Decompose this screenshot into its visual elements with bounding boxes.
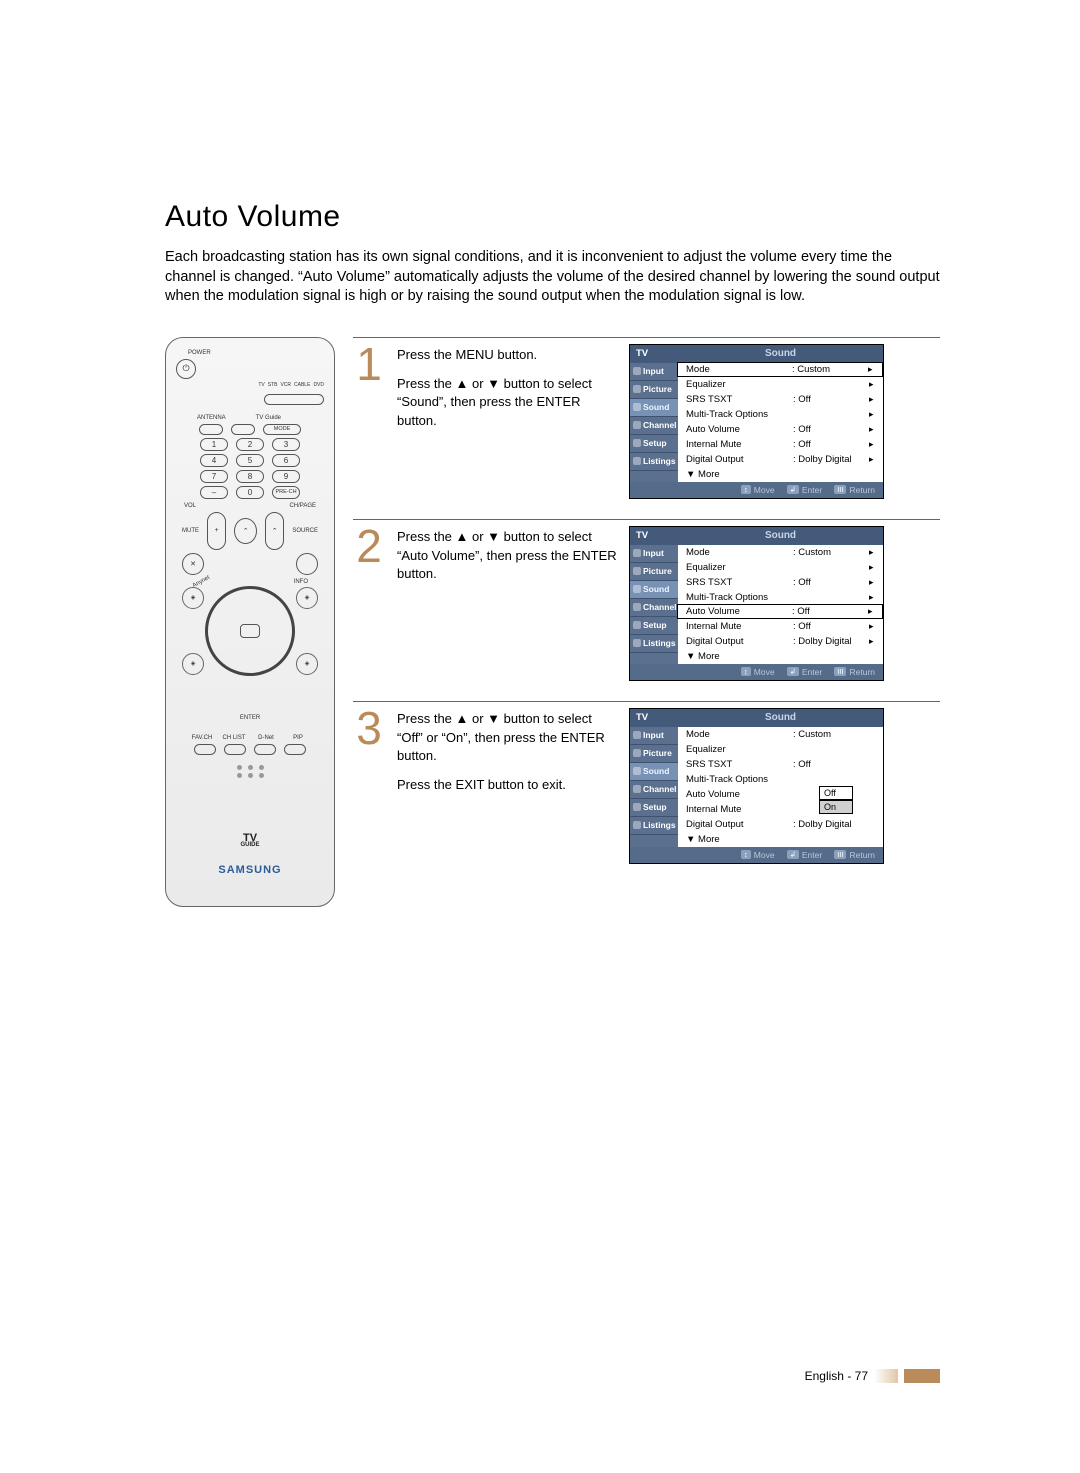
mute-label: MUTE bbox=[182, 528, 199, 534]
osd-row[interactable]: Mode: Custom bbox=[678, 727, 883, 742]
info-label: INFO bbox=[294, 579, 308, 585]
step-number: 3 bbox=[353, 708, 385, 864]
step-1: 1Press the MENU button.Press the ▲ or ▼ … bbox=[353, 337, 940, 511]
nav-ok[interactable]: ⌃ bbox=[234, 518, 257, 544]
info-diag[interactable]: ◈ bbox=[296, 587, 318, 609]
osd-tab-sound[interactable]: Sound bbox=[630, 399, 678, 417]
mode-pill[interactable] bbox=[264, 394, 324, 405]
osd-row[interactable]: Digital Output: Dolby Digital▸ bbox=[678, 634, 883, 649]
osd-tab-setup[interactable]: Setup bbox=[630, 617, 678, 635]
osd-row[interactable]: Digital Output: Dolby Digital▸ bbox=[678, 452, 883, 467]
osd-title: Sound bbox=[678, 530, 883, 541]
osd-row[interactable]: SRS TSXT: Off▸ bbox=[678, 392, 883, 407]
osd-tab-channel[interactable]: Channel bbox=[630, 599, 678, 617]
page-title: Auto Volume bbox=[165, 200, 940, 234]
osd-tv: TV bbox=[630, 530, 678, 541]
osd-row[interactable]: ▼ More bbox=[678, 649, 883, 664]
step-2: 2Press the ▲ or ▼ button to select “Auto… bbox=[353, 519, 940, 693]
steps-column: 1Press the MENU button.Press the ▲ or ▼ … bbox=[353, 337, 940, 907]
exit-diag[interactable]: ◈ bbox=[182, 653, 204, 675]
step-number: 2 bbox=[353, 526, 385, 681]
osd-tab-setup[interactable]: Setup bbox=[630, 799, 678, 817]
osd-row[interactable]: Mode: Custom▸ bbox=[677, 362, 883, 377]
page-footer: English - 77 bbox=[805, 1369, 940, 1383]
auto-volume-options[interactable]: OffOn bbox=[819, 786, 853, 814]
osd-row[interactable]: Internal Mute: Off▸ bbox=[678, 437, 883, 452]
osd-row[interactable]: Multi-Track Options▸ bbox=[678, 590, 883, 605]
num-–[interactable]: – bbox=[200, 486, 228, 499]
osd-tab-picture[interactable]: Picture bbox=[630, 563, 678, 581]
num-3[interactable]: 3 bbox=[272, 438, 300, 451]
osd-row[interactable]: Mode: Custom▸ bbox=[678, 545, 883, 560]
osd-row[interactable]: Auto Volume: Off▸ bbox=[677, 604, 883, 619]
num-7[interactable]: 7 bbox=[200, 470, 228, 483]
ch-label: CH/PAGE bbox=[289, 503, 316, 509]
osd-row[interactable]: Equalizer▸ bbox=[678, 377, 883, 392]
osd-tab-sound[interactable]: Sound bbox=[630, 581, 678, 599]
source-button[interactable] bbox=[296, 553, 318, 575]
brand-label: SAMSUNG bbox=[166, 864, 334, 876]
step-text: Press the ▲ or ▼ button to select “Auto … bbox=[397, 526, 617, 681]
source-label: SOURCE bbox=[292, 528, 318, 534]
osd-tab-listings[interactable]: Listings bbox=[630, 817, 678, 835]
osd-tab-input[interactable]: Input bbox=[630, 545, 678, 563]
vol-rocker[interactable]: + bbox=[207, 512, 226, 550]
osd-tab-listings[interactable]: Listings bbox=[630, 453, 678, 471]
mute-button[interactable]: ✕ bbox=[182, 553, 204, 575]
step-text: Press the MENU button.Press the ▲ or ▼ b… bbox=[397, 344, 617, 499]
vol-label: VOL bbox=[184, 503, 196, 509]
osd-title: Sound bbox=[678, 348, 883, 359]
osd-menu: TVSoundInputPictureSoundChannelSetupList… bbox=[629, 708, 884, 864]
osd-tv: TV bbox=[630, 348, 678, 359]
num-6[interactable]: 6 bbox=[272, 454, 300, 467]
num-PRE-CH[interactable]: PRE-CH bbox=[272, 486, 300, 499]
osd-tab-input[interactable]: Input bbox=[630, 363, 678, 381]
osd-tab-channel[interactable]: Channel bbox=[630, 781, 678, 799]
return-diag[interactable]: ◈ bbox=[296, 653, 318, 675]
osd-row[interactable]: Auto Volume: Off▸ bbox=[678, 422, 883, 437]
enter-button[interactable] bbox=[240, 624, 260, 638]
intro-text: Each broadcasting station has its own si… bbox=[165, 248, 940, 307]
enter-label: ENTER bbox=[176, 715, 324, 721]
osd-tab-picture[interactable]: Picture bbox=[630, 381, 678, 399]
osd-menu: TVSoundInputPictureSoundChannelSetupList… bbox=[629, 344, 884, 499]
osd-row[interactable]: Equalizer▸ bbox=[678, 560, 883, 575]
num-5[interactable]: 5 bbox=[236, 454, 264, 467]
step-number: 1 bbox=[353, 344, 385, 499]
num-8[interactable]: 8 bbox=[236, 470, 264, 483]
step-3: 3Press the ▲ or ▼ button to select “Off”… bbox=[353, 701, 940, 876]
osd-row[interactable]: SRS TSXT: Off▸ bbox=[678, 575, 883, 590]
remote-control: POWER ⏻ TVSTBVCRCABLEDVD ANTENNATV Guide… bbox=[165, 337, 335, 907]
step-text: Press the ▲ or ▼ button to select “Off” … bbox=[397, 708, 617, 864]
menu-diag[interactable]: ◈ bbox=[182, 587, 204, 609]
osd-row[interactable]: Multi-Track Options bbox=[678, 772, 883, 787]
osd-row[interactable]: Digital Output: Dolby Digital bbox=[678, 817, 883, 832]
osd-tab-picture[interactable]: Picture bbox=[630, 745, 678, 763]
osd-tv: TV bbox=[630, 712, 678, 723]
power-label: POWER bbox=[188, 350, 324, 356]
osd-tab-sound[interactable]: Sound bbox=[630, 763, 678, 781]
osd-row[interactable]: Equalizer bbox=[678, 742, 883, 757]
num-2[interactable]: 2 bbox=[236, 438, 264, 451]
osd-tab-channel[interactable]: Channel bbox=[630, 417, 678, 435]
osd-row[interactable]: ▼ More bbox=[678, 832, 883, 847]
ch-rocker[interactable]: ⌃ bbox=[265, 512, 284, 550]
osd-row[interactable]: Internal Mute: Off▸ bbox=[678, 619, 883, 634]
osd-title: Sound bbox=[678, 712, 883, 723]
num-1[interactable]: 1 bbox=[200, 438, 228, 451]
osd-row[interactable]: ▼ More bbox=[678, 467, 883, 482]
num-4[interactable]: 4 bbox=[200, 454, 228, 467]
tvguide-logo: TVGUIDE bbox=[166, 832, 334, 848]
osd-tab-listings[interactable]: Listings bbox=[630, 635, 678, 653]
osd-menu: TVSoundInputPictureSoundChannelSetupList… bbox=[629, 526, 884, 681]
num-9[interactable]: 9 bbox=[272, 470, 300, 483]
osd-tab-input[interactable]: Input bbox=[630, 727, 678, 745]
num-0[interactable]: 0 bbox=[236, 486, 264, 499]
osd-tab-setup[interactable]: Setup bbox=[630, 435, 678, 453]
osd-row[interactable]: Multi-Track Options▸ bbox=[678, 407, 883, 422]
power-button[interactable]: ⏻ bbox=[176, 359, 196, 379]
osd-row[interactable]: SRS TSXT: Off bbox=[678, 757, 883, 772]
